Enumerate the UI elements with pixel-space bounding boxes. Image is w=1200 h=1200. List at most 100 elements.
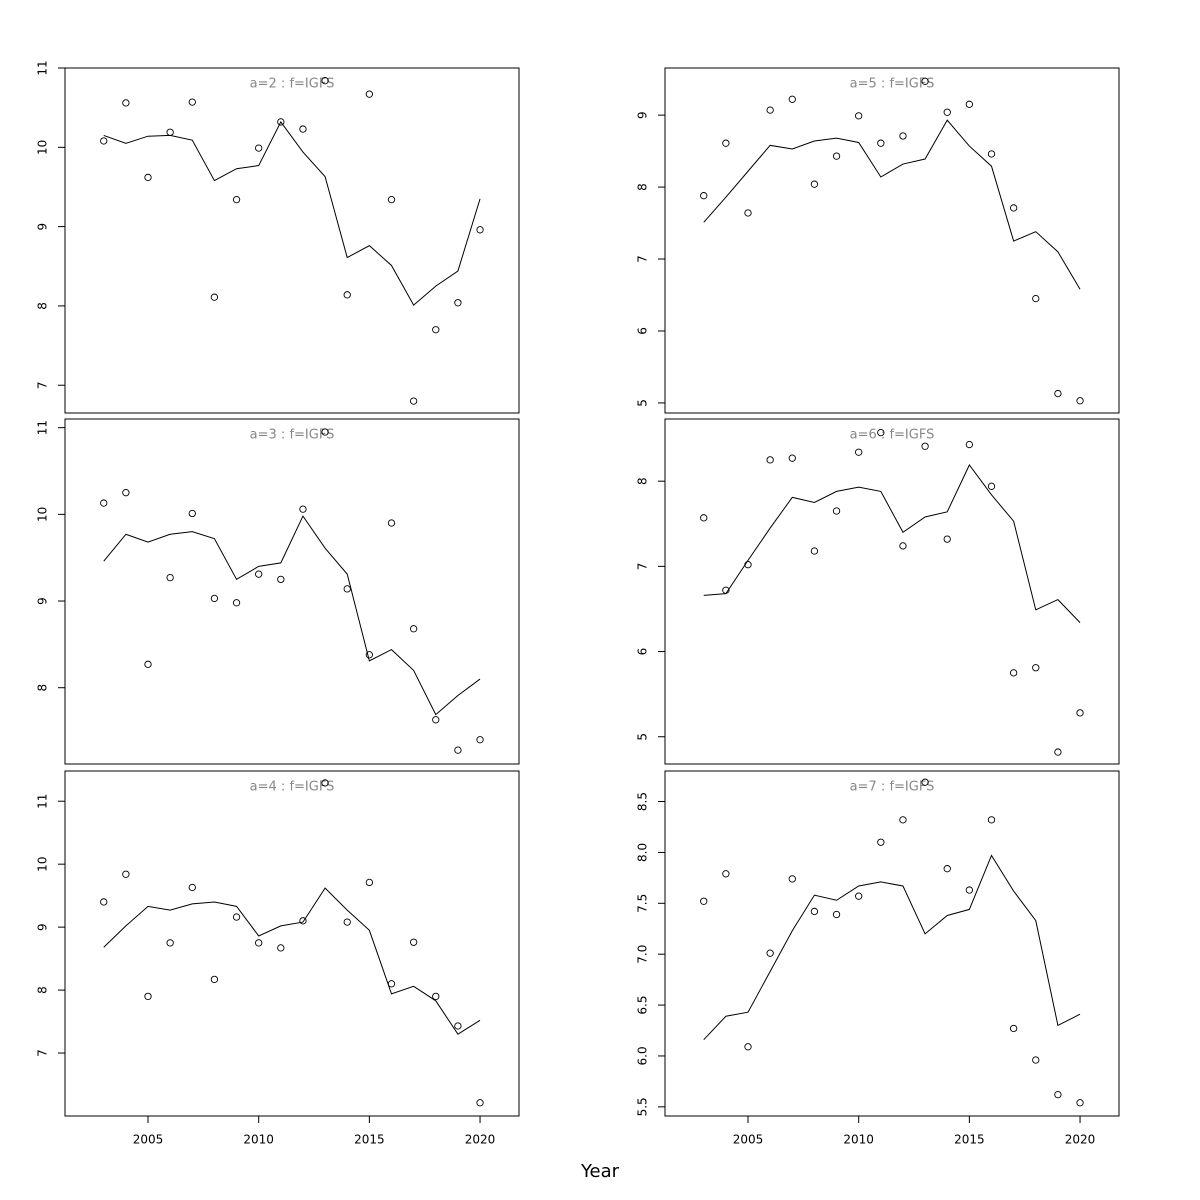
observation-point	[166, 573, 174, 582]
y-tick-label: 6.5	[636, 996, 650, 1015]
observation-point	[100, 499, 108, 507]
y-tick-label: 6	[636, 648, 650, 656]
observation-point	[1076, 397, 1084, 405]
observation-point	[432, 992, 440, 1001]
y-tick-label: 9	[36, 223, 50, 231]
observation-point	[1032, 664, 1040, 672]
observation-point	[810, 547, 819, 555]
observation-point	[1032, 1056, 1040, 1064]
observation-point	[1009, 1024, 1018, 1033]
y-tick-label: 11	[36, 60, 50, 75]
observation-point	[899, 542, 907, 550]
observation-point	[299, 505, 307, 513]
y-tick-label: 11	[36, 420, 50, 435]
y-tick-label: 8	[636, 183, 650, 191]
observation-point	[255, 144, 263, 152]
observation-point	[232, 196, 241, 204]
y-tick-label: 8.0	[636, 843, 650, 862]
observation-point	[788, 454, 796, 462]
plot-frame	[64, 67, 520, 414]
observation-point	[987, 150, 996, 158]
observation-point	[476, 226, 484, 234]
observation-point	[855, 112, 863, 120]
observation-point	[1054, 1090, 1062, 1099]
observation-point	[365, 90, 374, 98]
observation-point	[921, 77, 929, 85]
observation-point	[899, 132, 907, 140]
y-tick-label: 6	[636, 327, 650, 335]
fitted-line	[703, 119, 1081, 290]
x-tick-label: 2010	[243, 1133, 274, 1147]
x-tick-label: 2020	[1065, 1133, 1096, 1147]
observation-point	[788, 95, 796, 103]
x-axis-label: Year	[580, 1161, 620, 1182]
plot-frame	[64, 418, 520, 765]
observation-point	[965, 100, 974, 108]
observation-point	[832, 507, 841, 515]
observation-point	[232, 913, 241, 921]
observation-point	[277, 118, 285, 126]
observation-point	[744, 1043, 752, 1051]
observation-point	[188, 509, 196, 518]
observation-point	[432, 326, 440, 334]
panel-title: a=7 : f=IGFS	[850, 780, 935, 795]
observation-point	[1076, 1099, 1084, 1107]
observation-point	[744, 209, 752, 217]
panel-title: a=2 : f=IGFS	[250, 77, 335, 92]
observation-point	[1054, 748, 1062, 756]
observation-point	[343, 585, 351, 593]
y-tick-label: 7	[36, 381, 50, 389]
observation-point	[409, 625, 418, 633]
observation-point	[899, 816, 907, 824]
observation-point	[855, 448, 863, 456]
observation-point	[122, 870, 130, 878]
observation-point	[766, 949, 774, 957]
observation-point	[321, 779, 329, 787]
y-tick-label: 7.5	[636, 894, 650, 913]
observation-point	[409, 938, 418, 946]
y-tick-label: 10	[36, 507, 50, 522]
observation-point	[1009, 204, 1018, 212]
observation-point	[299, 917, 307, 925]
observation-point	[210, 293, 219, 301]
observation-point	[255, 570, 263, 578]
y-tick-label: 5.5	[636, 1097, 650, 1116]
observation-point	[476, 736, 484, 744]
observation-point	[188, 883, 196, 892]
observation-point	[100, 137, 108, 145]
observation-point	[299, 125, 307, 133]
y-tick-label: 9	[636, 111, 650, 119]
y-tick-label: 7	[36, 1049, 50, 1057]
observation-point	[700, 192, 708, 200]
observation-point	[210, 975, 219, 984]
plot-frame	[664, 418, 1120, 765]
observation-point	[700, 897, 708, 905]
observation-point	[722, 139, 730, 147]
observation-point	[454, 1022, 462, 1030]
observation-point	[387, 196, 396, 204]
observation-point	[122, 489, 130, 497]
observation-point	[100, 898, 108, 906]
observation-point	[387, 519, 396, 527]
fitted-line	[103, 120, 481, 306]
observation-point	[255, 939, 263, 947]
observation-point	[321, 77, 329, 85]
observation-point	[343, 918, 351, 926]
y-tick-label: 8	[36, 684, 50, 692]
observation-point	[409, 397, 418, 405]
y-tick-label: 6.0	[636, 1046, 650, 1065]
observation-point	[943, 865, 951, 873]
observation-point	[1032, 294, 1040, 303]
observation-point	[1054, 389, 1062, 398]
observation-point	[277, 944, 285, 952]
panel-title: a=4 : f=IGFS	[250, 780, 335, 795]
observation-point	[454, 299, 462, 307]
observation-point	[722, 870, 730, 878]
y-tick-label: 5	[636, 399, 650, 407]
observation-point	[166, 939, 174, 947]
observation-point	[877, 139, 885, 147]
observation-point	[454, 746, 462, 754]
y-tick-label: 8.5	[636, 792, 650, 811]
observation-point	[987, 816, 996, 824]
